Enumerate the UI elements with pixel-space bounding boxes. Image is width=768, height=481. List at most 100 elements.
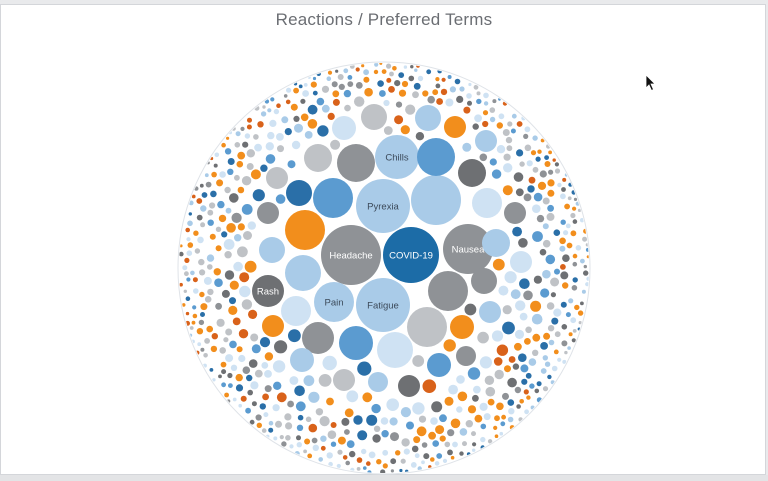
term-bubble[interactable] bbox=[229, 340, 237, 349]
term-bubble[interactable] bbox=[232, 397, 237, 402]
bubble-circle[interactable] bbox=[266, 167, 288, 189]
term-bubble[interactable] bbox=[447, 429, 455, 437]
term-bubble[interactable] bbox=[356, 467, 361, 471]
term-bubble[interactable] bbox=[204, 173, 209, 178]
term-bubble[interactable] bbox=[553, 349, 559, 355]
term-bubble[interactable] bbox=[477, 331, 489, 344]
term-bubble[interactable] bbox=[220, 361, 227, 368]
term-bubble[interactable] bbox=[500, 421, 506, 427]
term-bubble[interactable] bbox=[448, 384, 458, 395]
term-bubble[interactable] bbox=[435, 425, 445, 435]
term-bubble[interactable] bbox=[483, 101, 489, 106]
term-bubble[interactable] bbox=[234, 234, 242, 242]
term-bubble[interactable] bbox=[559, 245, 566, 252]
term-bubble[interactable] bbox=[459, 428, 468, 436]
term-bubble[interactable] bbox=[512, 363, 520, 370]
term-bubble[interactable] bbox=[533, 275, 543, 284]
term-bubble[interactable] bbox=[444, 396, 454, 406]
term-bubble[interactable] bbox=[479, 356, 492, 369]
term-bubble[interactable] bbox=[310, 81, 317, 88]
term-bubble[interactable] bbox=[519, 161, 525, 167]
term-bubble[interactable] bbox=[413, 82, 421, 90]
term-bubble[interactable] bbox=[265, 142, 274, 151]
term-bubble[interactable] bbox=[357, 430, 368, 441]
term-bubble[interactable] bbox=[568, 298, 574, 304]
term-bubble[interactable] bbox=[240, 395, 247, 402]
term-bubble[interactable] bbox=[377, 332, 413, 368]
term-bubble[interactable] bbox=[551, 365, 558, 372]
term-bubble[interactable] bbox=[287, 160, 296, 169]
bubble-circle[interactable] bbox=[337, 144, 375, 182]
term-bubble[interactable] bbox=[229, 297, 236, 305]
term-bubble[interactable] bbox=[523, 389, 529, 395]
term-bubble[interactable] bbox=[582, 236, 588, 242]
term-bubble[interactable] bbox=[386, 77, 392, 83]
term-bubble[interactable] bbox=[225, 207, 232, 214]
term-bubble[interactable] bbox=[361, 448, 367, 455]
term-bubble[interactable] bbox=[297, 414, 304, 421]
term-bubble[interactable] bbox=[386, 63, 392, 69]
term-bubble[interactable] bbox=[200, 312, 205, 317]
term-bubble[interactable] bbox=[211, 333, 218, 340]
term-bubble[interactable] bbox=[227, 158, 235, 165]
term-bubble[interactable] bbox=[199, 269, 206, 276]
term-bubble[interactable] bbox=[403, 448, 410, 455]
term-bubble[interactable] bbox=[318, 457, 324, 462]
term-bubble[interactable] bbox=[236, 160, 244, 168]
term-bubble[interactable] bbox=[561, 340, 568, 347]
bubble-circle[interactable] bbox=[290, 348, 314, 372]
term-bubble[interactable] bbox=[262, 105, 266, 109]
term-bubble[interactable] bbox=[428, 271, 468, 311]
term-bubble[interactable] bbox=[293, 87, 299, 94]
term-bubble[interactable] bbox=[507, 416, 514, 423]
term-bubble[interactable] bbox=[268, 427, 274, 433]
term-bubble[interactable] bbox=[275, 194, 286, 204]
term-bubble[interactable] bbox=[189, 326, 194, 330]
term-bubble[interactable] bbox=[390, 432, 399, 442]
term-bubble[interactable] bbox=[432, 440, 440, 447]
term-bubble[interactable] bbox=[528, 358, 537, 366]
term-bubble[interactable] bbox=[216, 179, 224, 187]
term-bubble[interactable] bbox=[557, 182, 562, 188]
term-bubble[interactable] bbox=[363, 466, 367, 470]
term-bubble[interactable] bbox=[450, 455, 455, 460]
term-bubble[interactable] bbox=[326, 452, 333, 459]
term-bubble[interactable] bbox=[207, 288, 214, 296]
term-bubble[interactable] bbox=[188, 212, 192, 216]
term-bubble[interactable] bbox=[434, 461, 440, 466]
term-bubble[interactable] bbox=[532, 349, 539, 356]
term-bubble[interactable] bbox=[542, 239, 551, 248]
term-bubble[interactable] bbox=[542, 197, 550, 205]
term-bubble[interactable] bbox=[250, 169, 261, 180]
term-bubble[interactable] bbox=[432, 89, 439, 96]
term-bubble[interactable] bbox=[221, 369, 227, 375]
term-bubble[interactable] bbox=[320, 435, 327, 442]
term-bubble[interactable] bbox=[502, 305, 512, 315]
term-bubble[interactable] bbox=[564, 350, 568, 355]
term-bubble[interactable] bbox=[264, 370, 272, 378]
term-bubble[interactable] bbox=[337, 436, 346, 445]
term-bubble[interactable] bbox=[274, 340, 288, 354]
term-bubble[interactable] bbox=[513, 172, 524, 182]
bubble-circle[interactable] bbox=[262, 315, 284, 337]
term-bubble[interactable] bbox=[544, 161, 551, 167]
term-bubble[interactable] bbox=[368, 451, 376, 459]
term-bubble[interactable] bbox=[204, 296, 212, 303]
term-bubble[interactable] bbox=[450, 315, 474, 339]
bubble-circle[interactable] bbox=[471, 268, 497, 294]
term-bubble[interactable] bbox=[479, 153, 488, 162]
term-bubble[interactable] bbox=[203, 353, 208, 358]
term-bubble[interactable] bbox=[547, 325, 555, 332]
bubble-circle[interactable] bbox=[458, 159, 486, 187]
term-bubble[interactable] bbox=[464, 303, 477, 316]
term-bubble[interactable] bbox=[206, 325, 213, 333]
term-bubble[interactable] bbox=[532, 166, 539, 173]
term-bubble[interactable] bbox=[572, 219, 578, 224]
term-bubble[interactable] bbox=[333, 369, 355, 391]
term-bubble[interactable] bbox=[312, 444, 319, 451]
term-bubble[interactable] bbox=[471, 431, 476, 437]
term-bubble[interactable] bbox=[346, 440, 355, 448]
term-bubble[interactable] bbox=[281, 116, 289, 124]
term-bubble[interactable] bbox=[493, 357, 503, 366]
term-bubble[interactable] bbox=[331, 81, 338, 88]
